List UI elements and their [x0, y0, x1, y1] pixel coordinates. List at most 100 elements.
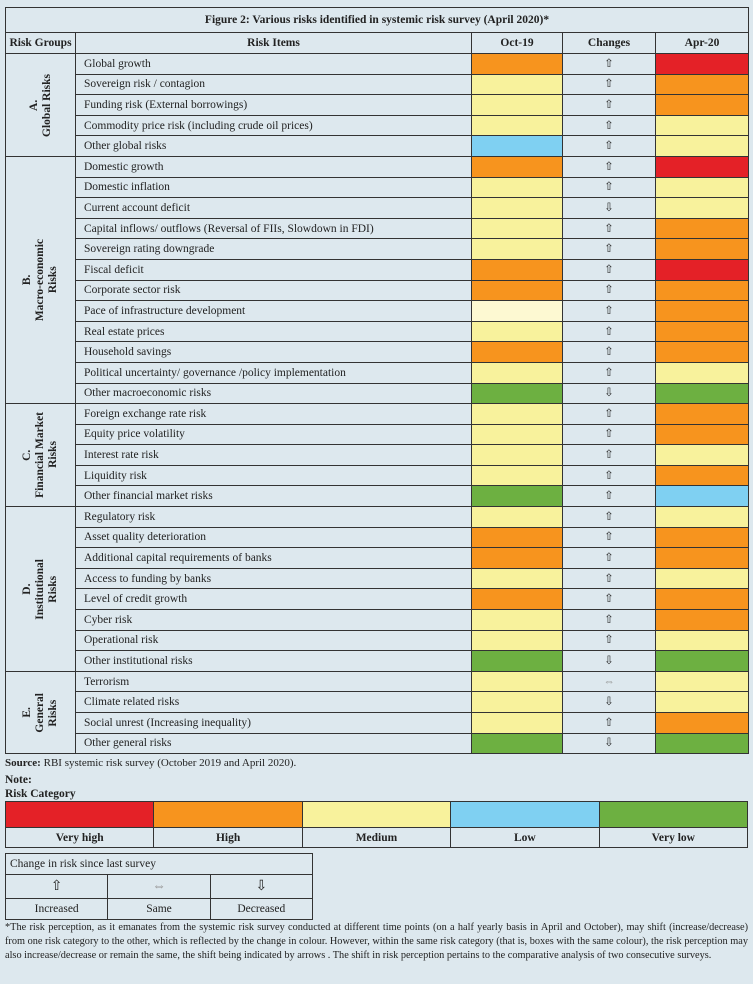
- arrow-up-icon: ⇧: [562, 567, 656, 590]
- apr-20-cell: [655, 135, 749, 157]
- arrow-up-icon: ⇧: [562, 629, 656, 652]
- risk-category-title: Risk Category: [5, 788, 76, 800]
- risk-item: Other macroeconomic risks: [75, 382, 472, 405]
- risk-table: Figure 2: Various risks identified in sy…: [5, 7, 749, 755]
- oct-19-cell: [471, 712, 563, 734]
- apr-20-cell: [655, 114, 749, 137]
- table-row: Other macroeconomic risks ⇩: [6, 382, 749, 405]
- arrow-up-icon: ⇧: [562, 712, 656, 734]
- table-row: Corporate sector risk ⇧: [6, 279, 749, 302]
- arrow-up-icon: ⇧: [562, 135, 656, 157]
- oct-19-cell: [471, 464, 563, 487]
- table-row: A. Global Risks Global growth ⇧: [5, 53, 749, 157]
- oct-19-cell: [471, 176, 563, 199]
- change-label-up: Increased: [4, 898, 109, 920]
- oct-19-cell: [471, 135, 563, 157]
- risk-item: Other global risks: [75, 135, 472, 157]
- risk-item: Access to funding by banks: [75, 567, 472, 590]
- oct-19-cell: [471, 526, 563, 549]
- apr-20-cell: [655, 94, 749, 116]
- arrow-up-icon: ⇧: [562, 444, 656, 466]
- swatch-high: [153, 801, 303, 828]
- oct-19-cell: [471, 155, 563, 178]
- table-row: Pace of infrastructure development ⇧: [6, 300, 749, 322]
- risk-item: Global growth: [75, 53, 472, 75]
- arrow-up-icon: ⇧: [562, 609, 656, 631]
- apr-20-cell: [655, 567, 749, 590]
- apr-20-cell: [655, 629, 749, 652]
- risk-group-label: E. General Risks: [21, 692, 59, 733]
- apr-20-cell: [655, 73, 749, 96]
- risk-item: Corporate sector risk: [75, 279, 472, 302]
- risk-item: Household savings: [75, 341, 472, 363]
- risk-item: Foreign exchange rate risk: [75, 403, 472, 425]
- arrow-up-icon: ⇧: [562, 341, 656, 363]
- oct-19-cell: [471, 320, 563, 343]
- table-row: Domestic inflation ⇧: [6, 176, 749, 199]
- risk-item: Equity price volatility: [75, 423, 472, 446]
- table-row: Climate related risks ⇩: [6, 691, 749, 713]
- table-row: B. Macro-economic Risks Domestic growth ⇧: [5, 155, 749, 405]
- apr-20-cell: [655, 732, 749, 755]
- legend-label-very_low: Very low: [598, 827, 749, 848]
- oct-19-cell: [471, 567, 563, 590]
- oct-19-cell: [471, 279, 563, 302]
- risk-group-cell: D. Institutional Risks: [5, 506, 76, 672]
- header-changes: Changes: [562, 32, 656, 54]
- arrow-down-icon: ⇩: [562, 382, 656, 405]
- apr-20-cell: [655, 238, 749, 260]
- table-row: Cyber risk ⇧: [6, 609, 749, 631]
- note-block: Note: Risk Category: [5, 773, 76, 801]
- risk-item: Real estate prices: [75, 320, 472, 343]
- apr-20-cell: [655, 382, 749, 405]
- risk-item: Fiscal deficit: [75, 258, 472, 281]
- arrow-up-icon: ⇧: [562, 423, 656, 446]
- arrow-up-icon: ⇧: [562, 73, 656, 96]
- table-row: Level of credit growth ⇧: [6, 588, 749, 611]
- risk-item: Other institutional risks: [75, 650, 472, 672]
- risk-item: Current account deficit: [75, 197, 472, 219]
- risk-group-cell: B. Macro-economic Risks: [5, 155, 76, 405]
- table-row: C. Financial Market Risks Foreign exchang…: [5, 403, 749, 508]
- table-row: Additional capital requirements of banks…: [6, 547, 749, 569]
- legend-label-low: Low: [450, 827, 600, 848]
- apr-20-cell: [655, 485, 749, 508]
- arrow-same-icon: ⇔: [562, 670, 656, 693]
- source-text: RBI systemic risk survey (October 2019 a…: [40, 757, 297, 769]
- table-row: Social unrest (Increasing inequality) ⇧: [6, 712, 749, 734]
- oct-19-cell: [471, 238, 563, 260]
- arrow-down-icon: ⇩: [562, 691, 656, 713]
- legend-arrow-same-icon: ⇔: [107, 874, 211, 899]
- apr-20-cell: [655, 53, 749, 75]
- oct-19-cell: [471, 629, 563, 652]
- table-row: Other global risks ⇧: [6, 135, 749, 157]
- oct-19-cell: [471, 547, 563, 569]
- table-row: Real estate prices ⇧: [6, 320, 749, 343]
- table-row: Interest rate risk ⇧: [6, 444, 749, 466]
- arrow-down-icon: ⇩: [562, 197, 656, 219]
- table-row: Sovereign rating downgrade ⇧: [6, 238, 749, 260]
- risk-group-label: A. Global Risks: [27, 73, 53, 137]
- table-row: Sovereign risk / contagion ⇧: [6, 73, 749, 96]
- risk-item: Additional capital requirements of banks: [75, 547, 472, 569]
- arrow-up-icon: ⇧: [562, 403, 656, 425]
- header-risk-groups: Risk Groups: [5, 32, 76, 54]
- footnote: *The risk perception, as it emanates fro…: [5, 922, 748, 961]
- swatch-medium: [301, 801, 452, 828]
- oct-19-cell: [471, 341, 563, 363]
- apr-20-cell: [655, 691, 749, 713]
- risk-item: Operational risk: [75, 629, 472, 652]
- risk-item: Interest rate risk: [75, 444, 472, 466]
- apr-20-cell: [655, 444, 749, 466]
- arrow-up-icon: ⇧: [562, 53, 656, 75]
- swatch-low: [450, 801, 600, 828]
- risk-item: Asset quality deterioration: [75, 526, 472, 549]
- arrow-up-icon: ⇧: [562, 114, 656, 137]
- oct-19-cell: [471, 300, 563, 322]
- risk-item: Political uncertainty/ governance /polic…: [75, 361, 472, 384]
- arrow-up-icon: ⇧: [562, 258, 656, 281]
- risk-group-cell: E. General Risks: [5, 670, 76, 755]
- apr-20-cell: [655, 361, 749, 384]
- apr-20-cell: [655, 403, 749, 425]
- apr-20-cell: [655, 217, 749, 240]
